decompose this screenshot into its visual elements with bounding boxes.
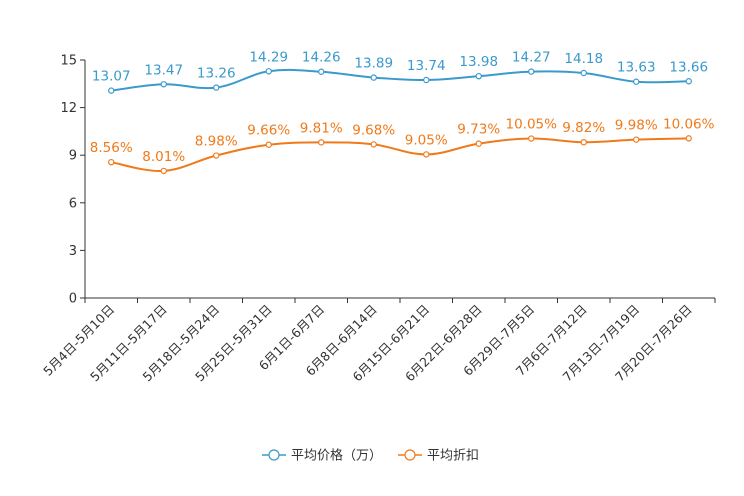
data-label: 13.98 xyxy=(459,54,498,70)
data-point[interactable] xyxy=(528,68,535,75)
data-point[interactable] xyxy=(685,135,692,142)
y-tick-label: 6 xyxy=(69,196,77,211)
data-point[interactable] xyxy=(160,167,167,175)
data-label: 9.66% xyxy=(247,123,290,139)
legend[interactable]: 平均价格（万） 平均折扣 xyxy=(262,448,479,464)
data-point[interactable] xyxy=(423,76,430,84)
data-point[interactable] xyxy=(213,152,220,159)
data-label: 8.98% xyxy=(195,134,238,150)
legend-label: 平均价格（万） xyxy=(291,448,382,464)
data-label: 9.05% xyxy=(405,132,448,148)
data-label: 13.07 xyxy=(92,69,131,85)
data-point[interactable] xyxy=(423,151,430,158)
data-labels: 13.07 13.47 13.26 14.29 14.26 13.89 13.74 13.98… xyxy=(90,49,715,165)
data-label: 9.68% xyxy=(352,122,395,138)
y-tick-label: 15 xyxy=(60,54,77,69)
data-point[interactable] xyxy=(318,139,325,146)
legend-label: 平均折扣 xyxy=(427,449,479,464)
data-label: 13.89 xyxy=(354,56,393,72)
data-point[interactable] xyxy=(213,84,220,91)
y-tick-label: 3 xyxy=(69,244,77,259)
y-axis: 0 3 6 9 12 15 xyxy=(60,54,86,307)
data-label: 10.06% xyxy=(663,116,715,132)
data-point[interactable] xyxy=(108,87,115,94)
data-point[interactable] xyxy=(475,72,482,80)
data-point[interactable] xyxy=(265,68,272,75)
data-point[interactable] xyxy=(108,158,115,166)
legend-item-1[interactable]: 平均折扣 xyxy=(398,449,479,464)
data-label: 14.26 xyxy=(302,50,341,66)
data-label: 14.27 xyxy=(512,50,551,66)
data-label: 13.63 xyxy=(617,60,656,76)
data-point[interactable] xyxy=(475,140,482,147)
data-point[interactable] xyxy=(370,74,377,81)
y-tick-label: 9 xyxy=(69,149,77,164)
legend-marker-icon xyxy=(268,449,280,461)
data-label: 13.26 xyxy=(197,66,236,82)
data-label: 9.73% xyxy=(457,122,500,138)
data-label: 13.66 xyxy=(669,59,708,75)
y-tick-label: 0 xyxy=(69,292,77,307)
legend-item-0[interactable]: 平均价格（万） xyxy=(262,448,382,464)
data-point[interactable] xyxy=(265,141,272,148)
data-point[interactable] xyxy=(580,69,587,77)
data-point[interactable] xyxy=(160,81,167,88)
data-label: 13.74 xyxy=(407,58,446,74)
data-point[interactable] xyxy=(318,68,325,75)
data-point[interactable] xyxy=(370,141,377,148)
data-label: 13.47 xyxy=(144,62,183,78)
legend-marker-icon xyxy=(404,449,416,461)
data-point[interactable] xyxy=(528,135,535,142)
data-label: 14.29 xyxy=(249,49,288,65)
data-point[interactable] xyxy=(580,138,587,146)
x-axis: 5月4日-5月10日5月11日-5月17日5月18日-5月24日5月25日-5月… xyxy=(40,297,716,384)
data-label: 14.18 xyxy=(564,51,603,67)
data-point[interactable] xyxy=(633,136,640,143)
series-line-1 xyxy=(111,137,689,172)
data-point[interactable] xyxy=(685,78,692,85)
series-line-0 xyxy=(111,68,689,92)
data-label: 8.01% xyxy=(142,149,185,165)
data-point[interactable] xyxy=(633,78,640,85)
y-tick-label: 12 xyxy=(60,101,77,116)
data-label: 9.98% xyxy=(615,118,658,134)
data-label: 10.05% xyxy=(506,117,558,133)
data-label: 9.81% xyxy=(300,120,343,136)
data-label: 8.56% xyxy=(90,140,133,156)
series-group xyxy=(108,68,692,175)
data-label: 9.82% xyxy=(562,120,605,136)
